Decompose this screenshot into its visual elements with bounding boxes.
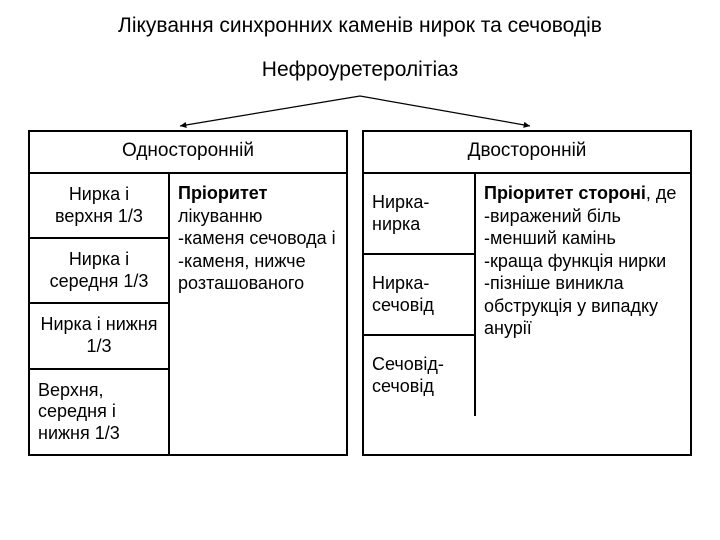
table-row: Нирка і середня 1/3 — [30, 239, 168, 304]
diagram-boxes: Односторонній Нирка і верхня 1/3 Нирка і… — [28, 130, 692, 456]
right-box-body: Нирка-нирка Нирка-сечовід Сечовід-сечові… — [364, 174, 690, 416]
priority-rest: , де — [646, 183, 677, 203]
priority-rest: лікуванню — [178, 206, 262, 226]
table-row: Нирка і верхня 1/3 — [30, 174, 168, 239]
table-row: Сечовід-сечовід — [364, 336, 474, 415]
table-row: Нирка-сечовід — [364, 255, 474, 336]
right-box-rows: Нирка-нирка Нирка-сечовід Сечовід-сечові… — [364, 174, 476, 416]
right-box: Двосторонній Нирка-нирка Нирка-сечовід С… — [362, 130, 692, 456]
left-box-rows: Нирка і верхня 1/3 Нирка і середня 1/3 Н… — [30, 174, 170, 454]
left-box-header: Односторонній — [30, 132, 346, 174]
priority-item: -виражений біль — [484, 205, 684, 228]
page-subtitle: Нефроуретеролітіаз — [0, 58, 720, 82]
branch-arrows — [0, 92, 720, 132]
priority-item: -каменя, нижче розташованого — [178, 250, 340, 295]
right-box-priority: Пріоритет стороні, де -виражений біль -м… — [476, 174, 690, 416]
right-box-header: Двосторонній — [364, 132, 690, 174]
table-row: Нирка-нирка — [364, 174, 474, 255]
priority-item: -краща функція нирки — [484, 250, 684, 273]
priority-item: -каменя сечовода і — [178, 227, 340, 250]
page-title: Лікування синхронних каменів нирок та се… — [0, 0, 720, 38]
table-row: Нирка і нижня 1/3 — [30, 304, 168, 369]
priority-label: Пріоритет стороні — [484, 183, 646, 203]
priority-label: Пріоритет — [178, 183, 267, 203]
table-row: Верхня, середня і нижня 1/3 — [30, 370, 168, 455]
priority-item: -пізніше виникла обструкція у випадку ан… — [484, 272, 684, 340]
left-box-priority: Пріоритет лікуванню -каменя сечовода і -… — [170, 174, 346, 454]
left-box-body: Нирка і верхня 1/3 Нирка і середня 1/3 Н… — [30, 174, 346, 454]
left-box: Односторонній Нирка і верхня 1/3 Нирка і… — [28, 130, 348, 456]
priority-item: -менший камінь — [484, 227, 684, 250]
